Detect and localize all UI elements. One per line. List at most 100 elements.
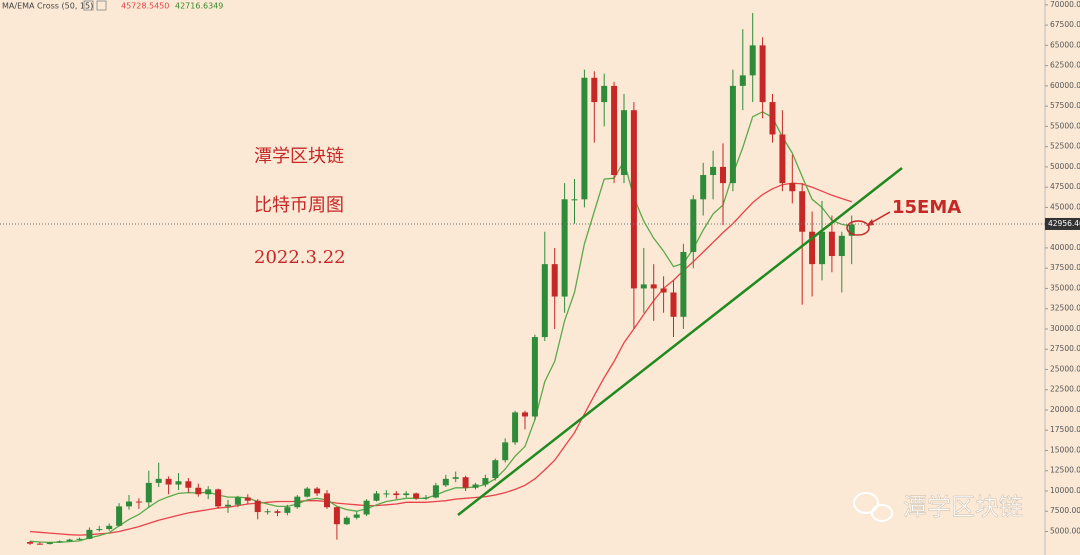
candle-body [393,493,400,496]
candle-body [442,478,449,486]
y-tick-label: 55000.00 [1050,121,1080,130]
last-price-label: 42956.46 [1048,219,1080,228]
candle-body [66,539,73,542]
candle-body [749,45,756,76]
candle-body [363,500,370,515]
candle-body [155,478,162,483]
indicator-line [29,182,852,536]
candle-body [492,460,499,479]
price-axis [1045,0,1080,555]
y-tick-label: 17500.00 [1050,425,1080,434]
y-tick-label: 37500.00 [1050,263,1080,272]
candle-body [512,412,519,443]
candle-body [680,251,687,317]
candle-body [126,501,132,507]
candle-body [729,85,736,184]
candle-body [185,481,192,488]
candle-body [46,542,53,545]
candle-body [789,183,796,192]
y-tick-label: 57500.00 [1050,101,1080,110]
candle-body [779,134,786,184]
y-tick-label: 50000.00 [1050,162,1080,171]
candle-body [700,175,707,200]
y-tick-label: 15000.00 [1050,445,1080,454]
candle-body [413,493,420,499]
candle-body [343,517,350,525]
candle-body [799,191,806,232]
y-tick-label: 22500.00 [1050,385,1080,394]
candle-body [244,497,251,501]
candle-body [640,284,647,289]
candle-body [531,337,538,417]
candle-body [215,489,222,507]
trend-line [457,167,903,516]
ma-readout: 45728.5450 [121,2,169,11]
y-tick-label: 32500.00 [1050,304,1080,313]
candle-body [294,496,301,508]
y-tick-label: 47500.00 [1050,182,1080,191]
candle-body [86,529,93,539]
y-tick-label: 45000.00 [1050,202,1080,211]
candle-body [195,487,202,495]
candle-body [274,511,281,513]
candle-body [254,500,261,513]
y-tick-label: 67500.00 [1050,20,1080,29]
y-tick-label: 62500.00 [1050,61,1080,70]
annotation: 2022.3.22 [254,247,346,268]
candle-body [383,493,390,495]
candle-body [690,199,697,252]
y-tick-label: 12500.00 [1050,466,1080,475]
candle-body [670,292,677,317]
candle-body [472,484,479,488]
y-tick-label: 25000.00 [1050,364,1080,373]
candle-body [423,497,429,499]
candle-body [76,538,83,540]
candle-body [621,110,627,176]
candle-body [828,231,835,257]
candle-body [56,541,63,543]
candle-body [264,511,271,513]
watermark: 潭学区块链 [903,493,1023,521]
y-tick-label: 35000.00 [1050,283,1080,292]
highlight-circle [846,220,870,236]
candle-body [165,478,172,485]
candle-body [333,507,340,525]
candle-body [482,478,489,485]
candle-body [581,77,588,200]
ema-readout: 42716.6349 [175,2,223,11]
candle-body [135,501,142,503]
candle-body [324,493,330,508]
candle-body [630,110,637,289]
y-tick-label: 7500.00 [1050,506,1080,515]
candle-body [838,235,845,257]
candle-body [353,514,360,518]
candle-body [284,507,291,513]
y-tick-label: 65000.00 [1050,40,1080,49]
plot: 5000.00 7500.00 10000.00 12500.00 15000.00 17… [27,0,1080,545]
candle-body [769,102,776,135]
candle-body [650,284,657,289]
candle-body [848,224,855,236]
candle-body [739,75,746,86]
candle-body [96,529,103,531]
indicator-line [29,111,852,544]
y-tick-label: 20000.00 [1050,405,1080,414]
candle-body [551,264,558,297]
candle-body [561,199,568,297]
candle-body [432,485,439,498]
candle-body [819,231,825,265]
y-tick-label: 5000.00 [1050,527,1080,536]
candle-body [759,45,766,103]
candle-body [710,166,717,176]
candle-body [403,493,410,496]
candle-body [175,481,182,485]
candle-body [809,231,816,265]
candle-body [522,412,528,417]
candle-body [541,264,548,338]
candle-body [502,442,509,461]
icon [83,0,94,11]
icon [96,0,107,11]
y-tick-label: 10000.00 [1050,486,1080,495]
